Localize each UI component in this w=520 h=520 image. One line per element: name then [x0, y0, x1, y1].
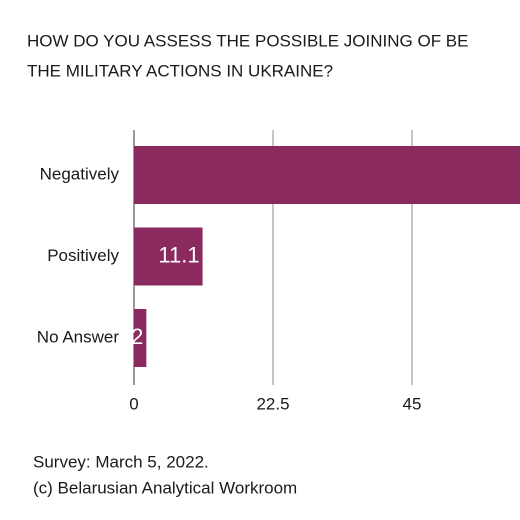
x-tick-label: 45 [403, 394, 422, 413]
y-tick-label: Negatively [40, 164, 120, 183]
chart-title: THE MILITARY ACTIONS IN UKRAINE? [27, 61, 333, 80]
bar [134, 227, 203, 286]
x-tick-label: 22.5 [256, 394, 289, 413]
value-label: 11.1 [158, 242, 199, 267]
y-tick-label: Positively [47, 246, 119, 265]
chart-title: HOW DO YOU ASSESS THE POSSIBLE JOINING O… [27, 31, 468, 50]
y-tick-label: No Answer [37, 327, 120, 346]
bar [134, 146, 520, 204]
value-label: 2 [131, 324, 143, 349]
bar [134, 309, 147, 367]
footer: (c) Belarusian Analytical Workroom [33, 478, 297, 497]
footer: Survey: March 5, 2022. [33, 452, 209, 471]
x-tick-label: 0 [129, 394, 138, 413]
